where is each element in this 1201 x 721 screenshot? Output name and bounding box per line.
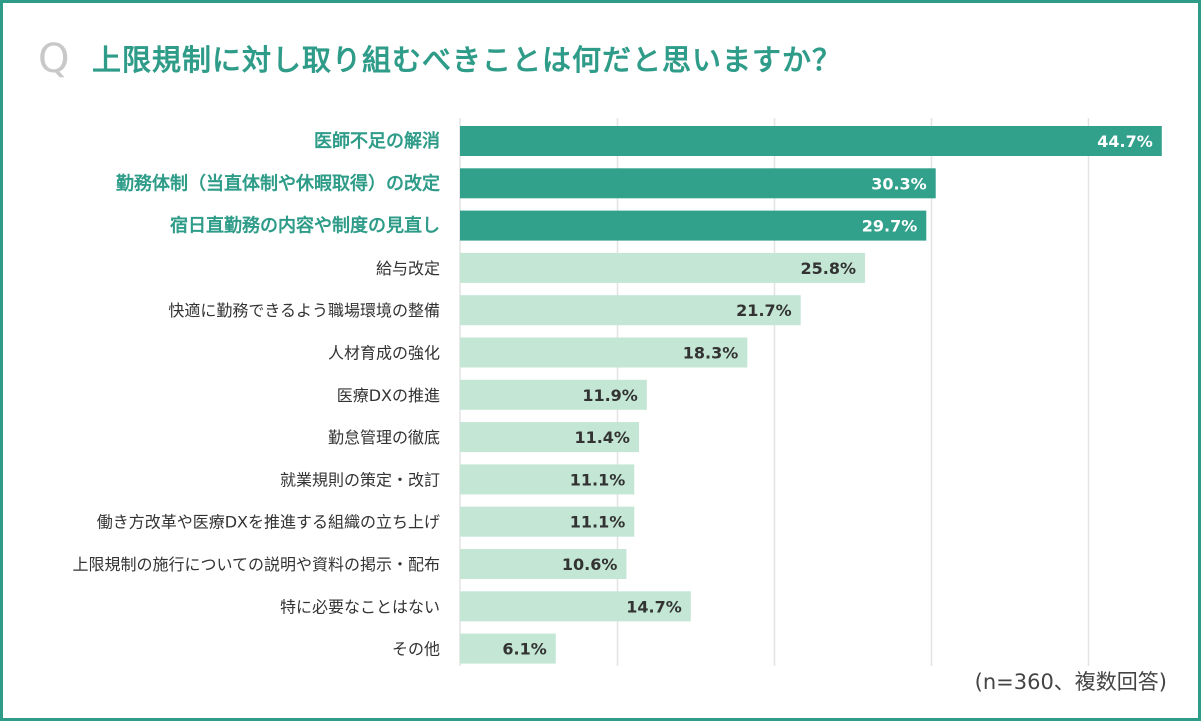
value-label: 44.7% <box>1097 132 1153 151</box>
category-label: 働き方改革や医療DXを推進する組織の立ち上げ <box>97 513 440 532</box>
value-label: 11.9% <box>582 386 638 405</box>
value-label: 6.1% <box>502 640 546 659</box>
bar <box>460 549 627 579</box>
category-label: 就業規則の策定・改訂 <box>280 470 440 489</box>
bar <box>460 379 647 410</box>
value-label: 10.6% <box>562 555 618 574</box>
value-label: 18.3% <box>683 344 739 363</box>
value-label: 30.3% <box>871 174 927 193</box>
category-label: 医師不足の解消 <box>314 130 440 152</box>
bar <box>460 591 691 622</box>
category-label: 勤怠管理の徹底 <box>328 428 440 447</box>
bar <box>460 295 801 326</box>
value-label: 11.4% <box>574 428 630 447</box>
category-label: 勤務体制（当直体制や休暇取得）の改定 <box>116 172 440 194</box>
category-label: 上限規制の施行についての説明や資料の掲示・配布 <box>72 555 440 574</box>
value-label: 11.1% <box>570 470 626 489</box>
bar <box>460 126 1162 156</box>
value-label: 29.7% <box>862 217 918 236</box>
bar <box>460 252 866 283</box>
category-label: 宿日直勤務の内容や制度の見直し <box>170 215 440 237</box>
bar <box>460 168 936 199</box>
sample-note: (n=360、複数回答) <box>974 670 1167 694</box>
bar <box>460 633 556 664</box>
bar <box>460 506 635 537</box>
bar <box>460 422 639 453</box>
category-label: 特に必要なことはない <box>280 597 440 616</box>
category-label: 人材育成の強化 <box>328 344 440 363</box>
category-label: その他 <box>392 640 440 659</box>
category-label: 医療DXの推進 <box>337 386 440 405</box>
question-mark: Q <box>38 36 70 82</box>
category-label: 快適に勤務できるよう職場環境の整備 <box>168 301 440 320</box>
value-label: 11.1% <box>570 513 626 532</box>
bar <box>460 464 635 495</box>
chart-title: 上限規制に対し取り組むべきことは何だと思いますか？ <box>92 43 843 77</box>
value-label: 25.8% <box>801 259 857 278</box>
category-label: 給与改定 <box>376 259 440 278</box>
bar <box>460 337 748 368</box>
value-label: 14.7% <box>626 597 682 616</box>
value-label: 21.7% <box>736 301 792 320</box>
bar <box>460 210 927 241</box>
